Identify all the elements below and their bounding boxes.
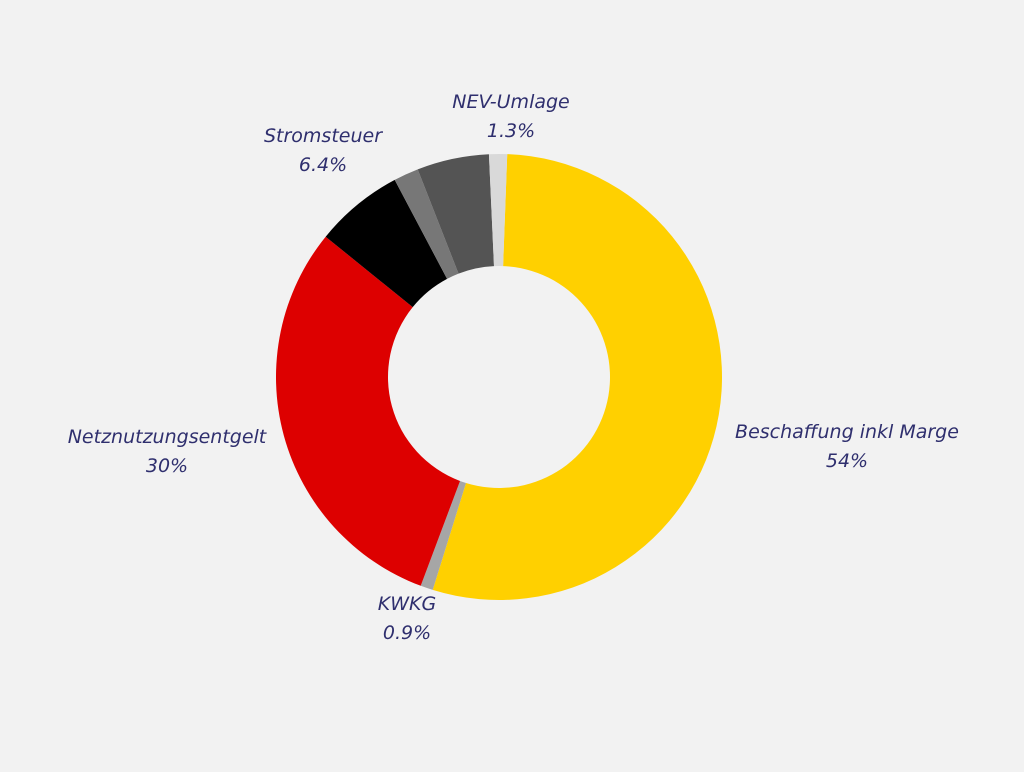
slice-name-label: Stromsteuer — [264, 125, 383, 147]
slice-kwkg — [420, 480, 467, 590]
slice-name-label: NEV-Umlage — [452, 91, 570, 113]
slice-name-label: KWKG — [378, 593, 436, 615]
slice-unlabeled-4 — [394, 169, 459, 279]
slice-unlabeled-5 — [417, 154, 494, 274]
slice-value-label: 1.3% — [487, 120, 535, 142]
slice-beschaffung-inkl-marge — [432, 154, 723, 600]
slice-value-label: 0.9% — [383, 622, 431, 644]
slice-name-label: Netznutzungsentgelt — [68, 426, 268, 448]
slice-value-label: 30% — [146, 455, 188, 477]
slice-netznutzungsentgelt — [275, 236, 461, 586]
slice-value-label: 54% — [826, 450, 868, 472]
slice-name-label: Beschaffung inkl Marge — [735, 421, 959, 443]
slice-value-label: 6.4% — [299, 154, 347, 176]
slice-nev-umlage — [488, 154, 508, 267]
slice-stromsteuer — [325, 179, 448, 308]
